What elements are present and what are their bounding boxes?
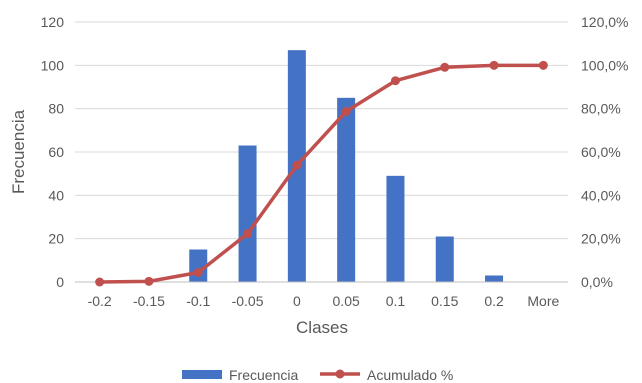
x-tick-label: 0.15 (431, 293, 458, 309)
x-axis-title: Clases (296, 318, 348, 337)
x-tick-label: 0.1 (386, 293, 406, 309)
cumulative-point (489, 60, 499, 70)
bar (485, 275, 504, 282)
x-tick-label: -0.15 (133, 293, 165, 309)
y2-tick-label: 120,0% (581, 14, 628, 30)
legend-marker-acumulado (335, 369, 345, 379)
bar (337, 97, 356, 282)
y2-tick-label: 20,0% (581, 231, 621, 247)
cumulative-point (243, 229, 253, 239)
y2-tick-label: 0,0% (581, 274, 613, 290)
tick-labels: 0 20 40 60 80 100 120 0,0% 20,0% 40,0% 60,0% 80,0% 1… (41, 14, 629, 309)
cumulative-point (538, 60, 548, 70)
cumulative-point (193, 267, 203, 277)
y-tick-label: 40 (48, 187, 64, 203)
y-tick-label: 100 (41, 57, 65, 73)
cumulative-point (390, 76, 400, 86)
cumulative-line (97, 63, 546, 284)
x-tick-label: 0 (293, 293, 301, 309)
bar (435, 236, 454, 282)
y-tick-label: 80 (48, 101, 64, 117)
cumulative-point (144, 276, 154, 286)
x-tick-label: -0.05 (232, 293, 264, 309)
y2-tick-label: 100,0% (581, 57, 628, 73)
gridlines (75, 21, 568, 240)
y-tick-label: 0 (56, 274, 64, 290)
y-tick-label: 120 (41, 14, 65, 30)
bar-series (189, 50, 504, 282)
legend: Frecuencia Acumulado % (182, 367, 453, 383)
x-tick-label: -0.1 (186, 293, 210, 309)
cumulative-point (440, 62, 450, 72)
line-series (95, 60, 548, 287)
x-tick-label: 0.05 (333, 293, 360, 309)
legend-label-frecuencia: Frecuencia (229, 367, 298, 383)
y-tick-label: 60 (48, 144, 64, 160)
y2-tick-label: 80,0% (581, 101, 621, 117)
y-tick-label: 20 (48, 231, 64, 247)
cumulative-point (341, 106, 351, 116)
bar (238, 145, 257, 282)
cumulative-point (95, 277, 105, 287)
legend-swatch-frecuencia (182, 370, 222, 379)
y2-tick-label: 40,0% (581, 187, 621, 203)
cumulative-point (292, 160, 302, 170)
x-tick-label: -0.2 (88, 293, 112, 309)
y-axis-title: Frecuencia (9, 109, 28, 194)
x-tick-label: More (527, 293, 559, 309)
x-tick-label: 0.2 (484, 293, 504, 309)
y2-tick-label: 60,0% (581, 144, 621, 160)
bar (386, 175, 405, 282)
legend-label-acumulado: Acumulado % (367, 367, 453, 383)
